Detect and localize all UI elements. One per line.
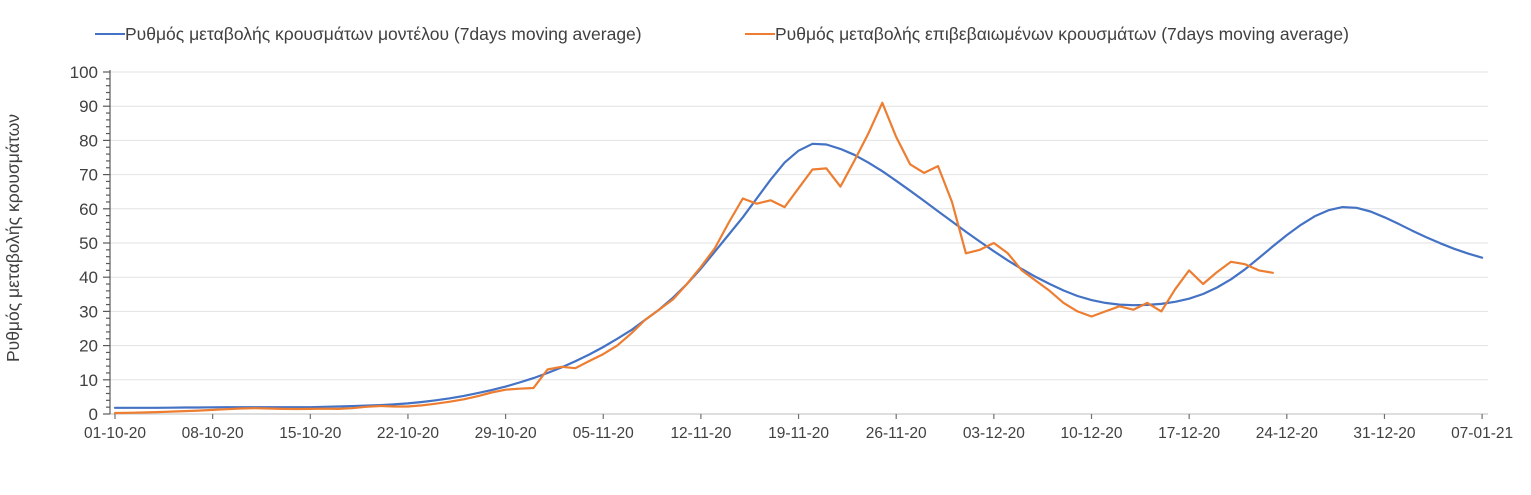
x-tick-label: 22-10-20 bbox=[377, 425, 439, 442]
y-tick-label: 40 bbox=[79, 268, 98, 287]
x-tick-label: 17-12-20 bbox=[1158, 425, 1220, 442]
y-tick-label: 50 bbox=[79, 234, 98, 253]
x-tick-label: 29-10-20 bbox=[475, 425, 537, 442]
legend-line-marker-orange bbox=[745, 33, 775, 35]
x-tick-label: 07-01-21 bbox=[1451, 425, 1513, 442]
x-tick-label: 05-11-20 bbox=[573, 425, 634, 442]
y-tick-label: 30 bbox=[79, 302, 98, 321]
y-tick-label: 10 bbox=[79, 371, 98, 390]
x-tick-label: 01-10-20 bbox=[84, 425, 146, 442]
x-tick-label: 10-12-20 bbox=[1060, 425, 1122, 442]
y-tick-label: 60 bbox=[79, 200, 98, 219]
x-tick-label: 12-11-20 bbox=[670, 425, 731, 442]
legend-item-model: Ρυθμός μεταβολής κρουσμάτων μοντέλου (7d… bbox=[95, 24, 642, 44]
y-tick-label: 90 bbox=[79, 97, 98, 116]
x-tick-label: 24-12-20 bbox=[1256, 425, 1318, 442]
x-tick-label: 31-12-20 bbox=[1353, 425, 1415, 442]
x-tick-label: 03-12-20 bbox=[963, 425, 1025, 442]
legend-label-model: Ρυθμός μεταβολής κρουσμάτων μοντέλου (7d… bbox=[125, 24, 642, 44]
y-tick-label: 70 bbox=[79, 166, 98, 185]
x-tick-label: 26-11-20 bbox=[866, 425, 927, 442]
y-tick-label: 0 bbox=[89, 405, 98, 424]
x-tick-label: 19-11-20 bbox=[768, 425, 829, 442]
y-tick-label: 20 bbox=[79, 337, 98, 356]
y-tick-label: 80 bbox=[79, 131, 98, 150]
legend-item-confirmed: Ρυθμός μεταβολής επιβεβαιωμένων κρουσμάτ… bbox=[745, 24, 1349, 44]
y-tick-label: 100 bbox=[70, 63, 98, 82]
legend-line-marker-blue bbox=[95, 33, 125, 35]
legend-label-confirmed: Ρυθμός μεταβολής επιβεβαιωμένων κρουσμάτ… bbox=[775, 24, 1349, 44]
model-series-line bbox=[113, 142, 1484, 409]
confirmed-series-line bbox=[113, 101, 1274, 415]
chart-legend: Ρυθμός μεταβολής κρουσμάτων μοντέλου (7d… bbox=[0, 0, 1531, 50]
x-tick-label: 08-10-20 bbox=[182, 425, 244, 442]
x-tick-label: 15-10-20 bbox=[279, 425, 341, 442]
